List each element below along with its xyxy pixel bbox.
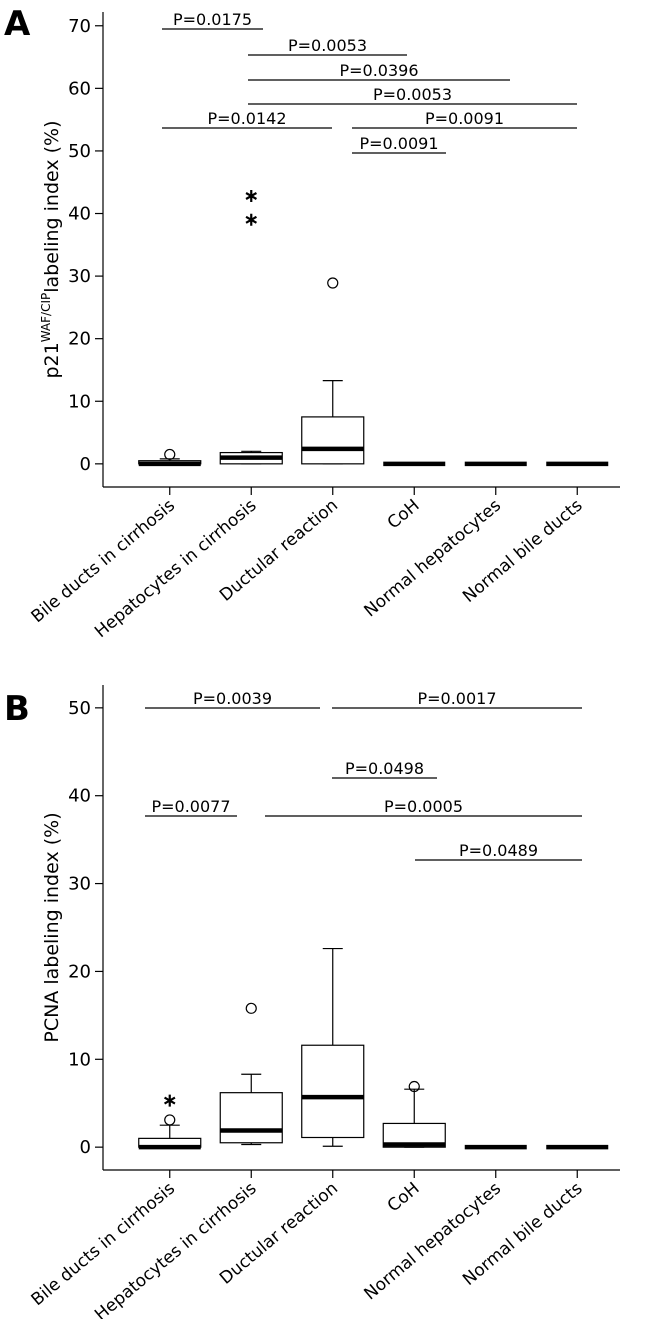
- significance-label: P=0.0053: [373, 85, 452, 104]
- y-tick-label: 40: [68, 786, 91, 807]
- x-tick-label: CoH: [384, 1179, 424, 1217]
- y-axis-label: PCNA labeling index (%): [41, 812, 63, 1042]
- y-tick-label: 0: [80, 454, 91, 475]
- y-tick-label: 20: [68, 961, 91, 982]
- x-tick-label: Hepatocytes in cirrhosis: [91, 1178, 260, 1319]
- significance-label: P=0.0091: [359, 134, 438, 153]
- y-axis-label-part: p21: [41, 342, 63, 378]
- significance-label: P=0.0053: [288, 36, 367, 55]
- significance-label: P=0.0039: [193, 689, 272, 708]
- box: [301, 416, 365, 465]
- significance-label: P=0.0017: [417, 689, 496, 708]
- extreme: [164, 1094, 176, 1107]
- significance-label: P=0.0005: [384, 797, 463, 816]
- significance-label: P=0.0091: [425, 109, 504, 128]
- significance-label: P=0.0077: [151, 797, 230, 816]
- x-tick-label: Normal hepatocytes: [360, 1178, 505, 1304]
- y-tick-label: 20: [68, 329, 91, 350]
- x-tick-label: Hepatocytes in cirrhosis: [91, 495, 260, 642]
- y-tick-label: 40: [68, 204, 91, 225]
- outlier: [164, 448, 176, 461]
- extreme: [245, 213, 257, 226]
- y-tick-label: 30: [68, 266, 91, 287]
- outlier: [245, 1002, 257, 1014]
- x-tick-label: Bile ducts in cirrhosis: [28, 495, 179, 627]
- x-tick-label: CoH: [384, 496, 424, 534]
- x-tick-label: Bile ducts in cirrhosis: [28, 1178, 179, 1310]
- y-axis-label: p21WAF/CIPlabeling index (%): [39, 120, 63, 378]
- x-tick-label: Normal hepatocytes: [360, 495, 505, 621]
- extreme: [245, 189, 257, 202]
- y-tick-label: 70: [68, 16, 91, 37]
- box: [382, 1122, 446, 1148]
- y-tick-label: 0: [80, 1137, 91, 1158]
- y-tick-label: 50: [68, 698, 91, 719]
- significance-label: P=0.0498: [345, 759, 424, 778]
- panel-label: B: [4, 689, 30, 729]
- y-tick-label: 10: [68, 1049, 91, 1070]
- outlier: [327, 277, 339, 289]
- outlier: [164, 1114, 176, 1126]
- y-axis-label-part: PCNA labeling index (%): [41, 812, 63, 1042]
- significance-label: P=0.0142: [207, 109, 286, 128]
- y-tick-label: 60: [68, 78, 91, 99]
- y-axis-label-sup: WAF/CIP: [39, 293, 53, 343]
- y-tick-label: 50: [68, 141, 91, 162]
- significance-label: P=0.0396: [339, 61, 418, 80]
- significance-label: P=0.0175: [173, 10, 252, 29]
- y-tick-label: 30: [68, 874, 91, 895]
- outlier: [408, 1080, 420, 1093]
- box: [219, 1092, 283, 1144]
- significance-label: P=0.0489: [459, 841, 538, 860]
- box: [301, 1044, 365, 1139]
- panel-label: A: [4, 4, 31, 44]
- y-axis-label-part: labeling index (%): [41, 120, 63, 292]
- y-tick-label: 10: [68, 391, 91, 412]
